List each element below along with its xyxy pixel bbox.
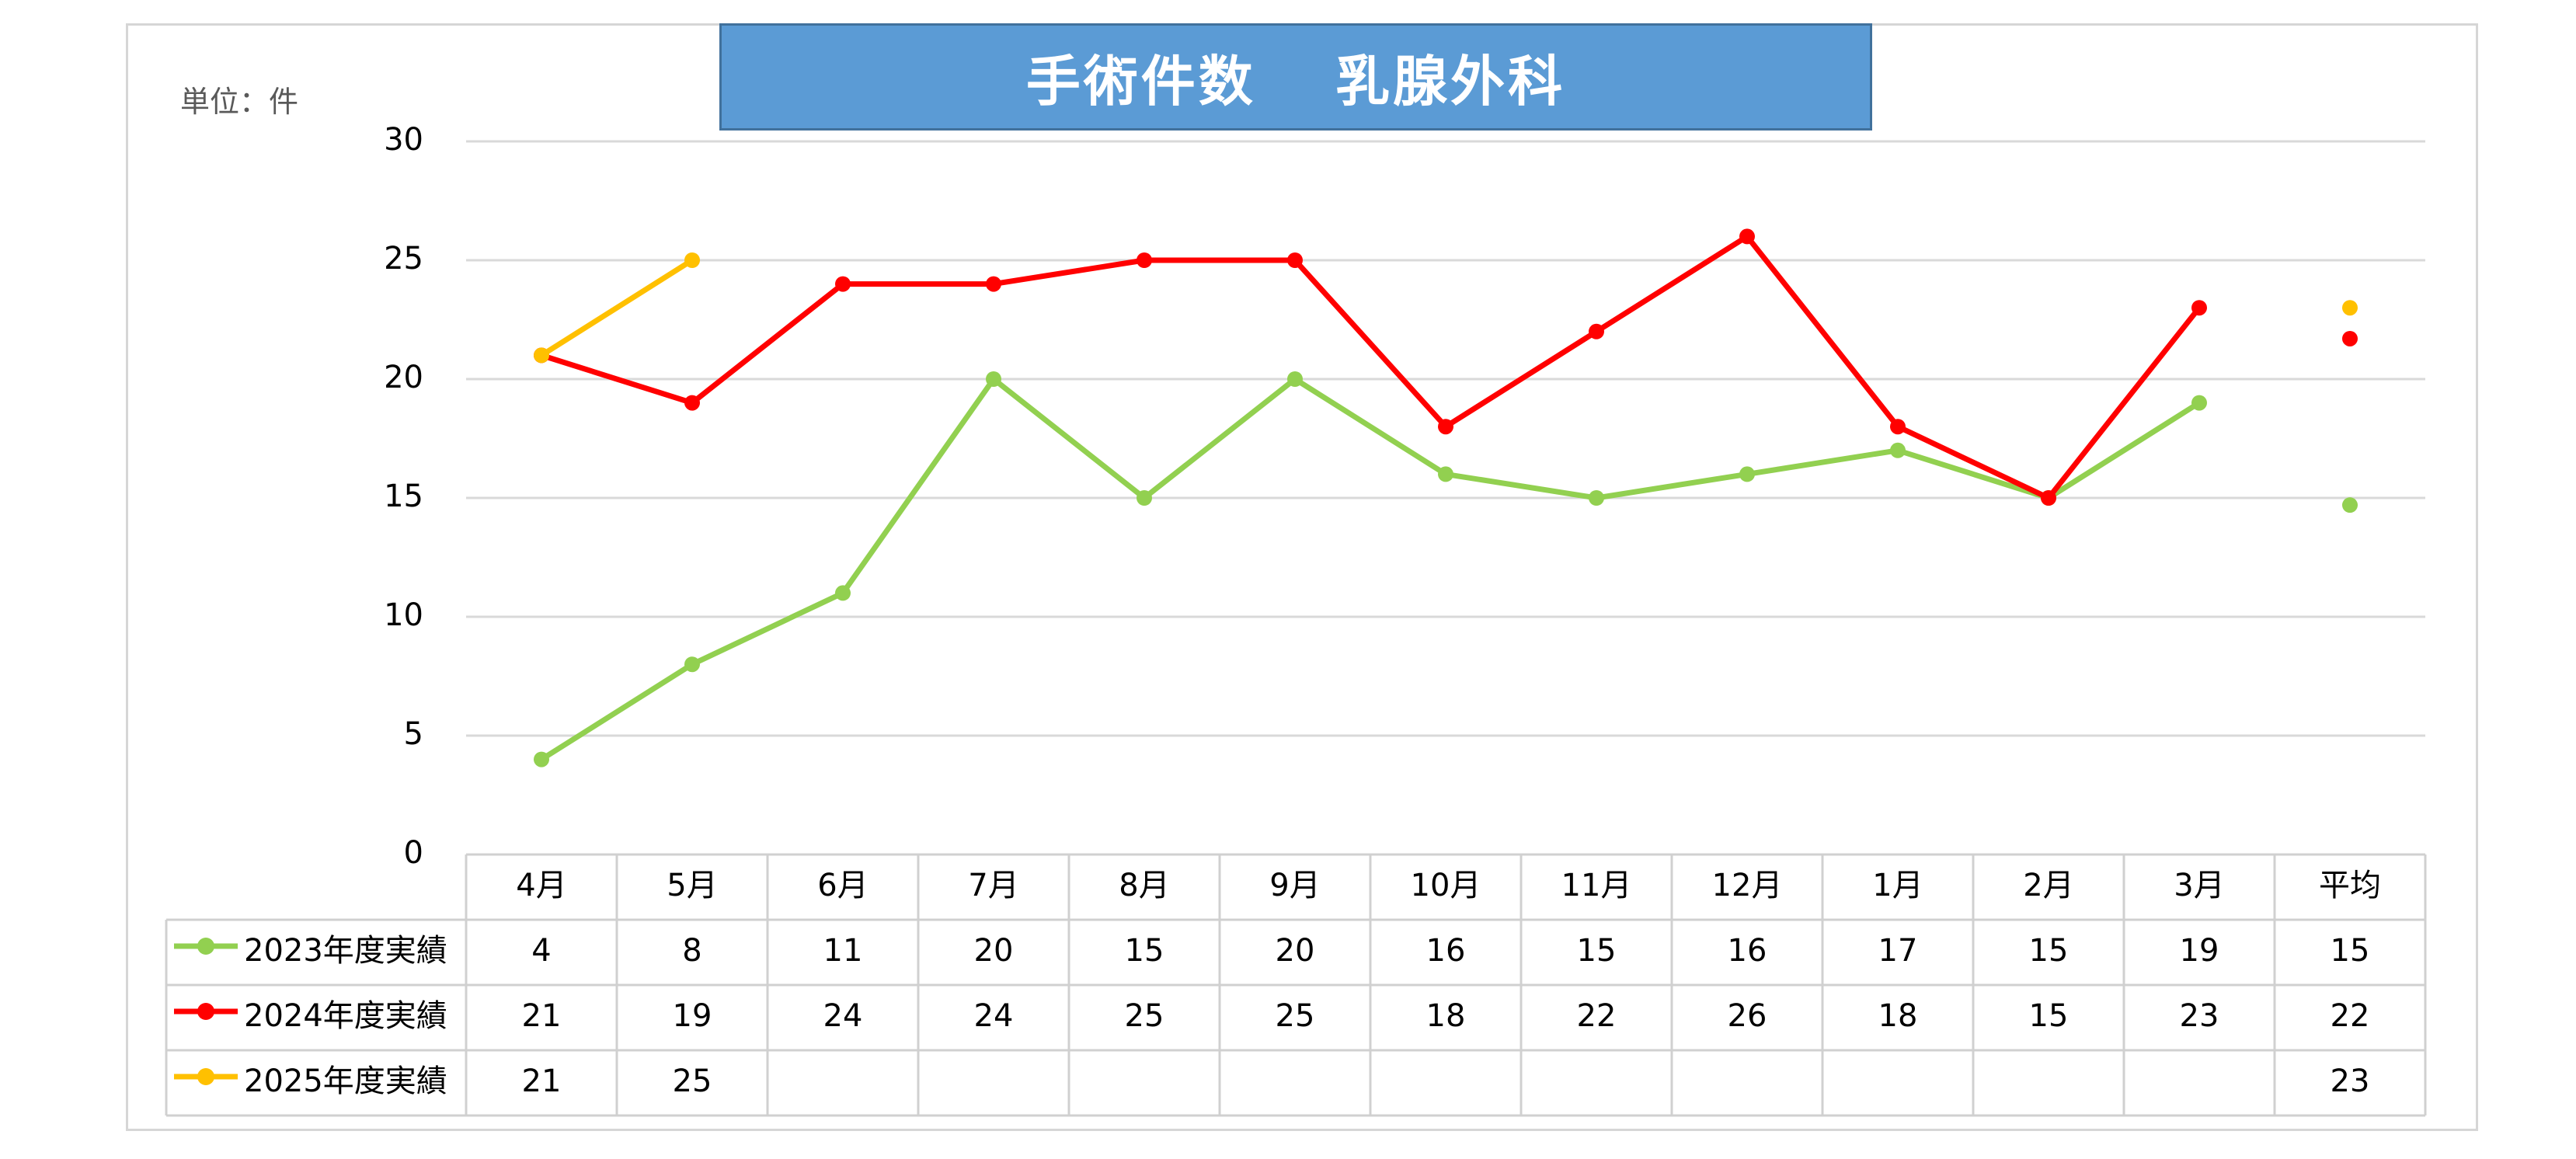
legend-label: 2024年度実績 [244,998,447,1034]
data-point [1739,228,1755,245]
average-point [2342,300,2358,316]
data-point [1890,419,1906,435]
table-cell: 18 [1878,998,1918,1034]
x-tick-label: 7月 [968,868,1018,903]
table-cell: 15 [1125,933,1164,969]
x-tick-label: 1月 [1872,868,1923,903]
data-point [684,395,700,411]
table-cell-average: 23 [2331,1063,2370,1099]
legend-marker [197,1003,214,1020]
series-line-2 [540,233,2202,501]
legend-label: 2023年度実績 [244,933,447,969]
table-cell-average: 22 [2331,998,2370,1034]
table-cell: 24 [823,998,863,1034]
table-cell: 26 [1728,998,1767,1034]
y-tick-label: 25 [384,241,423,277]
table-cell-average: 15 [2331,933,2370,969]
y-tick-label: 30 [384,122,423,158]
data-point [534,751,549,767]
table-cell: 18 [1426,998,1466,1034]
y-tick-label: 20 [384,360,423,395]
table-cell: 20 [1276,933,1315,969]
table-cell: 23 [2180,998,2219,1034]
y-tick-label: 0 [404,835,423,871]
series-line-1 [540,376,2201,762]
table-cell: 19 [2180,933,2219,969]
chart-title-box: 手術件数 乳腺外科 [719,23,1872,131]
legend-label: 2025年度実績 [244,1063,447,1099]
chart-frame [126,23,2478,1131]
data-point [2041,490,2056,506]
data-point [1438,466,1453,482]
x-tick-label: 6月 [817,868,868,903]
series-line-3 [540,258,694,358]
chart-title: 手術件数 乳腺外科 [1025,49,1566,113]
y-tick-label: 15 [384,479,423,514]
average-header: 平均 [2319,868,2381,903]
table-cell: 15 [1577,933,1617,969]
x-tick-label: 8月 [1119,868,1169,903]
table-cell: 15 [2029,933,2069,969]
table-cell: 4 [531,933,551,969]
x-tick-label: 9月 [1269,868,1320,903]
table-cell: 20 [974,933,1014,969]
data-point [1137,490,1152,506]
data-point [2191,395,2207,411]
table-cell: 11 [823,933,863,969]
x-tick-label: 3月 [2174,868,2224,903]
average-point [2342,330,2358,346]
data-point [1739,466,1755,482]
data-point [835,276,851,292]
data-point [986,276,1001,292]
data-point [684,656,700,673]
legend-marker [197,938,214,955]
x-tick-label: 10月 [1411,868,1481,903]
data-point [1438,419,1453,435]
data-point [1890,442,1906,458]
x-tick-label: 5月 [667,868,717,903]
average-point [2342,497,2358,513]
table-cell: 21 [522,1063,562,1099]
table-cell: 8 [682,933,701,969]
y-tick-label: 10 [384,597,423,633]
data-point [1589,490,1604,506]
data-point [1287,252,1303,268]
data-point [1287,371,1303,387]
table-cell: 19 [673,998,712,1034]
legend-marker [197,1068,214,1085]
data-point [1589,323,1604,339]
table-cell: 16 [1728,933,1767,969]
x-tick-label: 11月 [1561,868,1632,903]
table-cell: 25 [1276,998,1315,1034]
x-tick-label: 12月 [1712,868,1783,903]
x-tick-label: 2月 [2023,868,2073,903]
table-cell: 25 [1125,998,1164,1034]
table-cell: 24 [974,998,1014,1034]
y-tick-label: 5 [404,716,423,752]
data-point [534,347,549,364]
table-cell: 17 [1878,933,1918,969]
table-cell: 16 [1426,933,1466,969]
table-cell: 15 [2029,998,2069,1034]
data-point [1137,252,1152,268]
data-point [684,252,700,268]
table-cell: 25 [673,1063,712,1099]
table-cell: 22 [1577,998,1617,1034]
data-point [986,371,1001,387]
x-tick-label: 4月 [516,868,566,903]
data-point [835,585,851,601]
unit-label: 単位：件 [180,85,299,119]
table-cell: 21 [522,998,562,1034]
data-point [2191,300,2207,316]
